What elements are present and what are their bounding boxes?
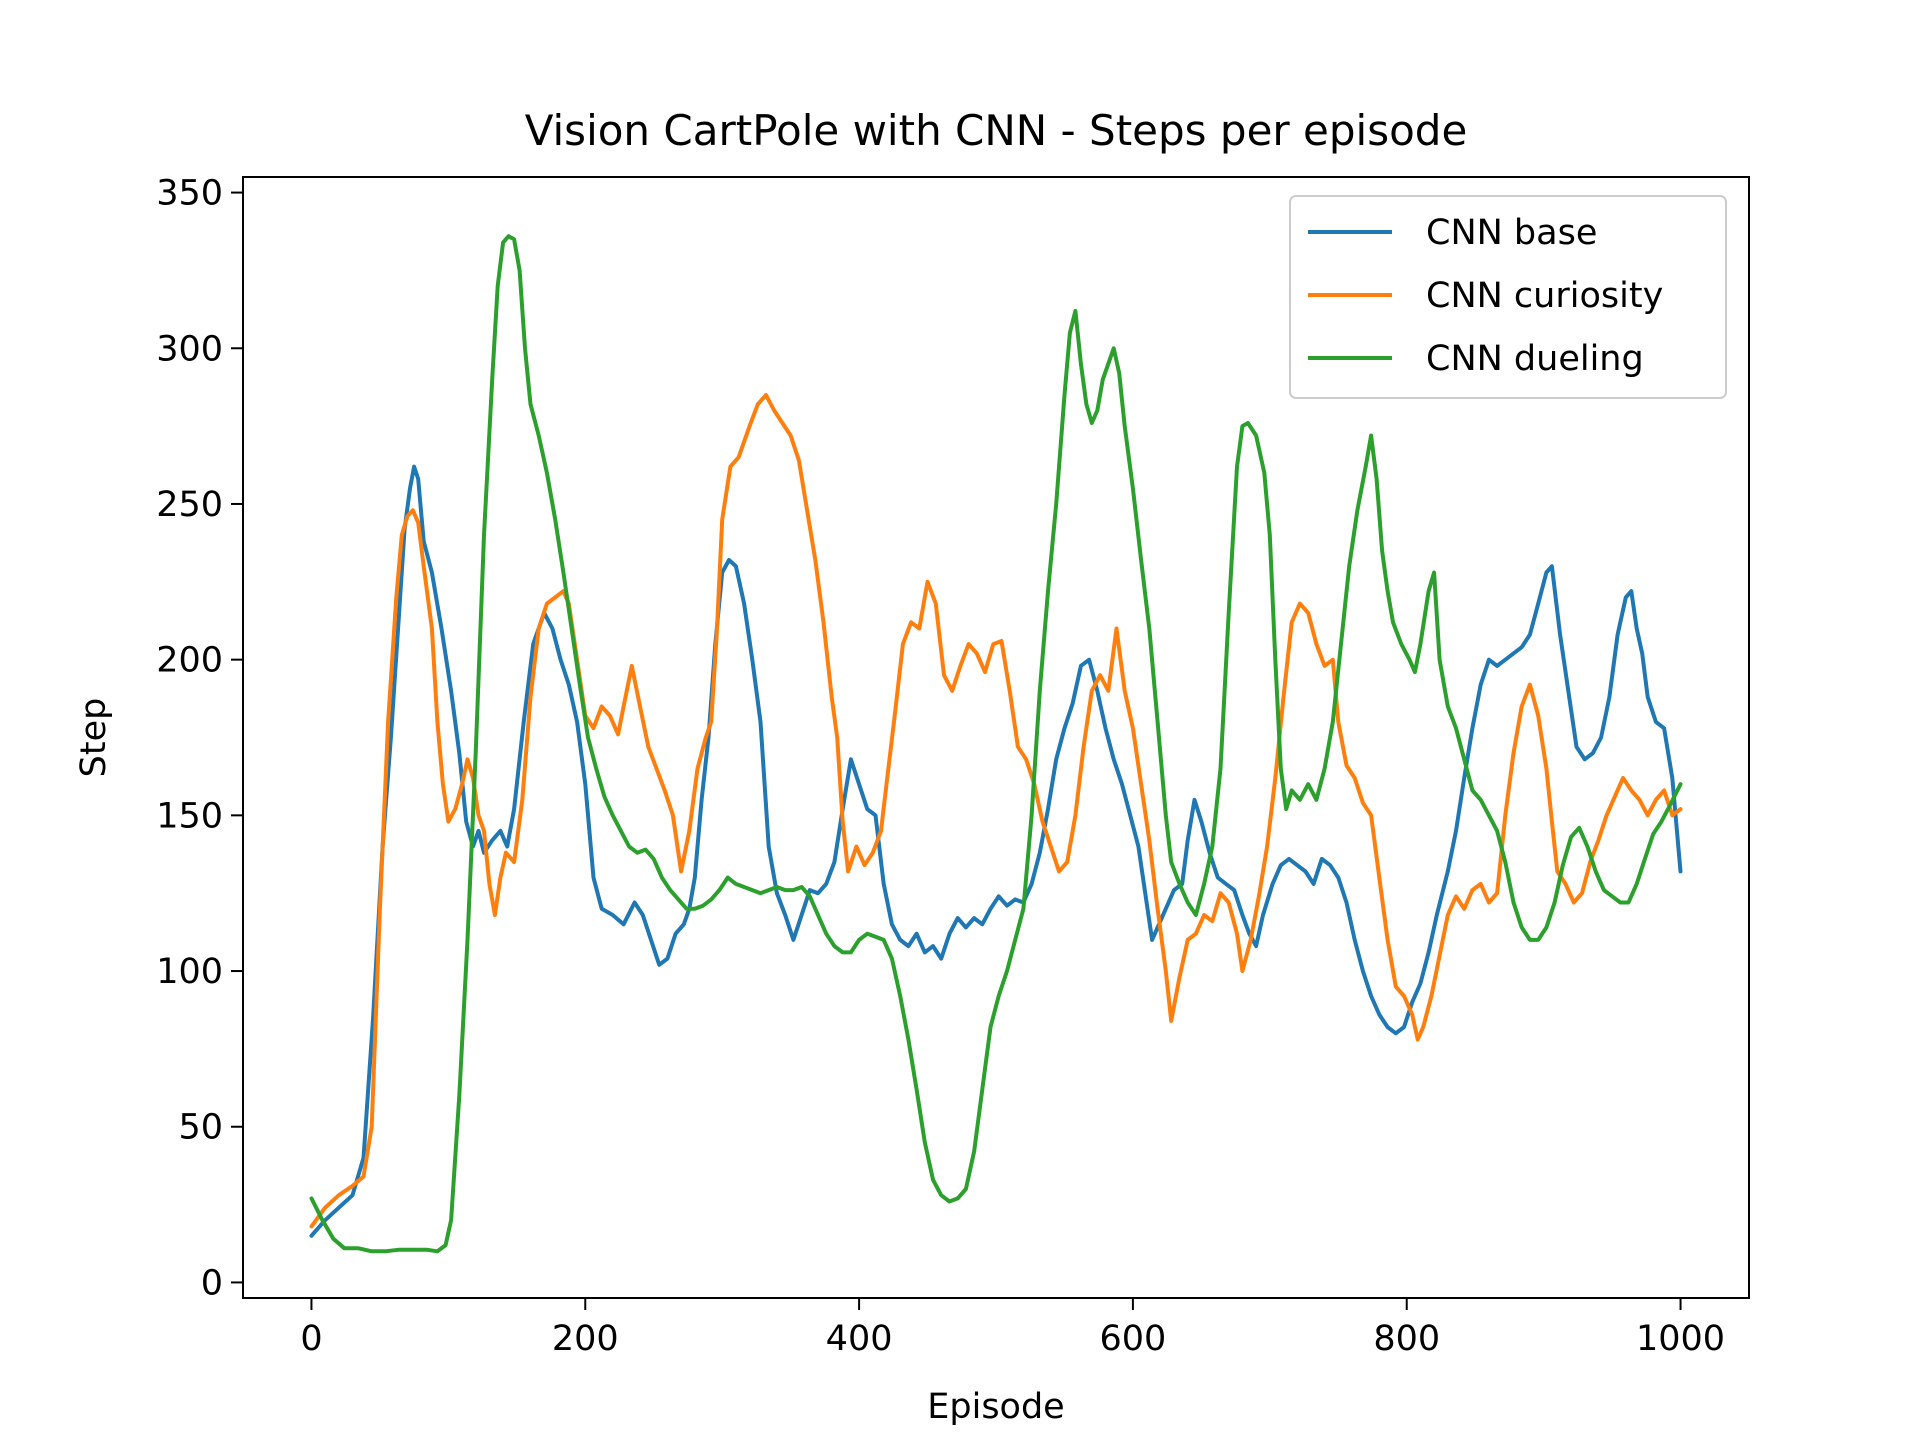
x-tick-label: 600 [1100,1319,1167,1359]
y-tick-label: 300 [156,329,223,369]
series-group [309,234,1683,1254]
plot-frame [242,176,1750,1299]
series-line-cnn-curiosity [309,393,1683,1229]
series-line-cnn-base [309,464,1683,1238]
y-axis-label: Step [74,698,114,778]
x-tick-label: 1000 [1636,1319,1725,1359]
legend-label: CNN dueling [1426,339,1644,379]
x-axis-label: Episode [927,1387,1064,1427]
x-tick-label: 400 [826,1319,893,1359]
legend-box [1289,195,1727,399]
y-tick-label: 0 [201,1263,223,1303]
legend-label: CNN curiosity [1426,276,1663,316]
y-tick-label: 100 [156,952,223,992]
y-axis: 0 50 100 150 200 250 300 350 [156,174,243,1303]
x-tick-label: 0 [300,1319,322,1359]
y-tick-label: 150 [156,796,223,836]
x-axis: 0 200 400 600 800 1000 [300,1298,1725,1359]
legend-label: CNN base [1426,213,1597,253]
x-tick-label: 200 [552,1319,619,1359]
y-tick-label: 50 [178,1108,223,1148]
series-line-cnn-dueling [309,234,1683,1254]
chart-title: Vision CartPole with CNN - Steps per epi… [525,106,1468,155]
x-tick-label: 800 [1373,1319,1440,1359]
legend: CNN base CNN curiosity CNN dueling [1289,195,1727,399]
y-tick-label: 350 [156,174,223,214]
y-tick-label: 200 [156,641,223,681]
y-tick-label: 250 [156,485,223,525]
